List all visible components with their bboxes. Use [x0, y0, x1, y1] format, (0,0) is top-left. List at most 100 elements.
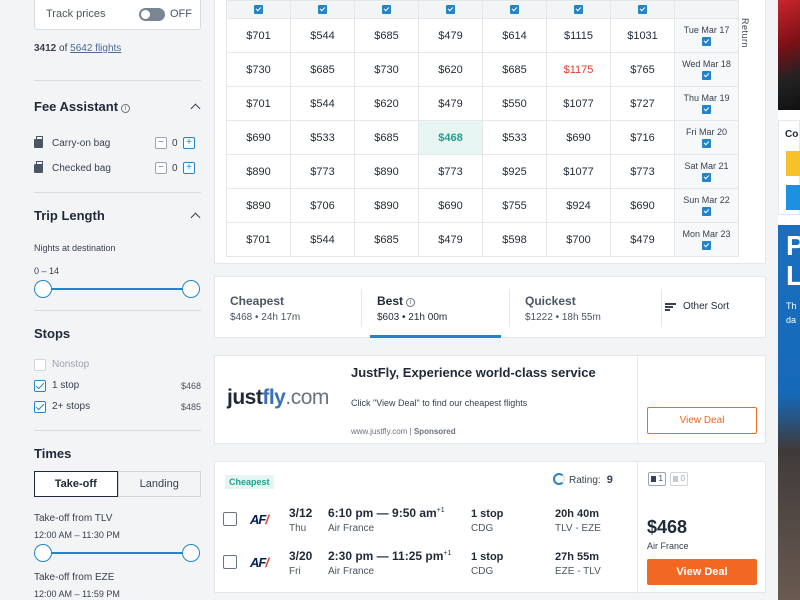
price-cell[interactable]: $924 [546, 188, 611, 223]
sort-tab-cheapest[interactable]: Cheapest $468 • 24h 17m [215, 277, 361, 339]
stop-option-1-stop[interactable]: 1 stop $468 [34, 380, 201, 394]
price-cell[interactable]: $890 [226, 188, 291, 223]
price-cell[interactable]: $1115 [546, 18, 611, 53]
price-cell[interactable]: $701 [226, 18, 291, 53]
return-date-label[interactable]: Sun Mar 22 [674, 188, 739, 223]
departure-date-checkbox[interactable] [418, 0, 483, 19]
takeoff-tlv-min-handle[interactable] [34, 544, 52, 562]
leg-checkbox[interactable] [223, 512, 237, 526]
departure-date-checkbox[interactable] [482, 0, 547, 19]
tab-landing[interactable]: Landing [117, 471, 201, 497]
price-cell[interactable]: $620 [418, 52, 483, 87]
price-cell[interactable]: $685 [354, 120, 419, 155]
checked-bag-minus-button[interactable]: − [155, 162, 167, 174]
checkbox-checked-icon[interactable] [702, 241, 711, 250]
checkbox-checked-icon[interactable] [702, 37, 711, 46]
price-cell[interactable]: $765 [610, 52, 675, 87]
checked-bag-plus-button[interactable]: + [183, 162, 195, 174]
chevron-up-icon[interactable] [190, 103, 201, 114]
trip-length-slider-track[interactable] [43, 288, 191, 290]
price-cell[interactable]: $755 [482, 188, 547, 223]
return-date-label[interactable]: Wed Mar 18 [674, 52, 739, 87]
price-cell[interactable]: $690 [546, 120, 611, 155]
chevron-up-icon[interactable] [190, 212, 201, 223]
price-cell[interactable]: $533 [290, 120, 355, 155]
leg-checkbox[interactable] [223, 555, 237, 569]
price-cell[interactable]: $890 [226, 154, 291, 189]
price-cell[interactable]: $773 [610, 154, 675, 189]
justfly-logo[interactable]: justfly.com [227, 386, 329, 410]
price-cell[interactable]: $685 [354, 222, 419, 257]
price-cell[interactable]: $716 [610, 120, 675, 155]
price-cell[interactable]: $700 [546, 222, 611, 257]
tab-take-off[interactable]: Take-off [35, 472, 118, 496]
return-date-label[interactable]: Thu Mar 19 [674, 86, 739, 121]
return-date-label[interactable]: Fri Mar 20 [674, 120, 739, 155]
price-cell[interactable]: $544 [290, 222, 355, 257]
return-date-label[interactable]: Mon Mar 23 [674, 222, 739, 257]
info-icon[interactable]: i [406, 298, 416, 307]
trip-length-title[interactable]: Trip Length [34, 208, 105, 223]
price-cell[interactable]: $479 [610, 222, 675, 257]
nonstop-checkbox[interactable] [34, 359, 46, 371]
departure-date-checkbox[interactable] [546, 0, 611, 19]
price-cell[interactable]: $706 [290, 188, 355, 223]
price-cell[interactable]: $701 [226, 86, 291, 121]
stop-option-nonstop[interactable]: Nonstop [34, 359, 201, 373]
info-icon[interactable]: i [121, 104, 131, 113]
departure-date-checkbox[interactable] [610, 0, 675, 19]
price-cell[interactable]: $550 [482, 86, 547, 121]
takeoff-tlv-max-handle[interactable] [182, 544, 200, 562]
checkbox-checked-icon[interactable] [702, 207, 711, 216]
side-ad-blue-button[interactable] [786, 185, 800, 210]
departure-date-checkbox[interactable] [354, 0, 419, 19]
return-date-label[interactable]: Tue Mar 17 [674, 18, 739, 53]
price-cell[interactable]: $701 [226, 222, 291, 257]
price-cell[interactable]: $544 [290, 18, 355, 53]
price-cell[interactable]: $727 [610, 86, 675, 121]
price-cell[interactable]: $1077 [546, 86, 611, 121]
price-cell[interactable]: $479 [418, 18, 483, 53]
view-deal-button[interactable]: View Deal [647, 559, 757, 585]
price-cell[interactable]: $479 [418, 86, 483, 121]
price-cell[interactable]: $479 [418, 222, 483, 257]
price-cell[interactable]: $690 [610, 188, 675, 223]
departure-date-checkbox[interactable] [290, 0, 355, 19]
checkbox-checked-icon[interactable] [702, 71, 711, 80]
flight-leg-outbound[interactable]: AF/ 3/12 Thu 6:10 pm — 9:50 am+1 Air Fra… [215, 506, 635, 546]
price-cell[interactable]: $690 [226, 120, 291, 155]
departure-date-checkbox[interactable] [226, 0, 291, 19]
price-cell[interactable]: $533 [482, 120, 547, 155]
side-ad-yellow-button[interactable] [786, 151, 800, 176]
ad-url[interactable]: www.justfly.com [351, 427, 408, 436]
all-flights-link[interactable]: 5642 flights [70, 43, 122, 54]
one-stop-checkbox[interactable] [34, 380, 46, 392]
price-cell[interactable]: $620 [354, 86, 419, 121]
price-cell[interactable]: $890 [354, 154, 419, 189]
trip-length-min-handle[interactable] [34, 280, 52, 298]
stop-option-2-plus[interactable]: 2+ stops $485 [34, 401, 201, 415]
price-cell[interactable]: $1031 [610, 18, 675, 53]
side-ad-column[interactable]: Co P L Th da [778, 0, 800, 600]
flight-leg-return[interactable]: AF/ 3/20 Fri 2:30 pm — 11:25 pm+1 Air Fr… [215, 549, 635, 589]
price-cell[interactable]: $773 [418, 154, 483, 189]
flight-result-card[interactable]: Cheapest Rating: 9 AF/ 3/12 Thu 6:10 pm —… [214, 461, 766, 594]
return-date-label[interactable]: Sat Mar 21 [674, 154, 739, 189]
sponsored-ad-card[interactable]: justfly.com JustFly, Experience world-cl… [214, 355, 766, 445]
checkbox-checked-icon[interactable] [702, 105, 711, 114]
price-cell[interactable]: $925 [482, 154, 547, 189]
carry-on-minus-button[interactable]: − [155, 137, 167, 149]
ad-view-deal-button[interactable]: View Deal [647, 407, 757, 434]
price-cell[interactable]: $544 [290, 86, 355, 121]
price-cell[interactable]: $614 [482, 18, 547, 53]
price-cell[interactable]: $1077 [546, 154, 611, 189]
other-sort-button[interactable]: Other Sort [665, 301, 729, 312]
ad-title[interactable]: JustFly, Experience world-class service [351, 365, 596, 380]
checkbox-checked-icon[interactable] [702, 173, 711, 182]
fee-assistant-title[interactable]: Fee Assistant i [34, 99, 131, 114]
price-cell[interactable]: $685 [482, 52, 547, 87]
price-cell[interactable]: $690 [418, 188, 483, 223]
trip-length-max-handle[interactable] [182, 280, 200, 298]
side-ad-card[interactable]: Co [778, 120, 800, 215]
sort-tab-quickest[interactable]: Quickest $1222 • 18h 55m [510, 277, 660, 339]
